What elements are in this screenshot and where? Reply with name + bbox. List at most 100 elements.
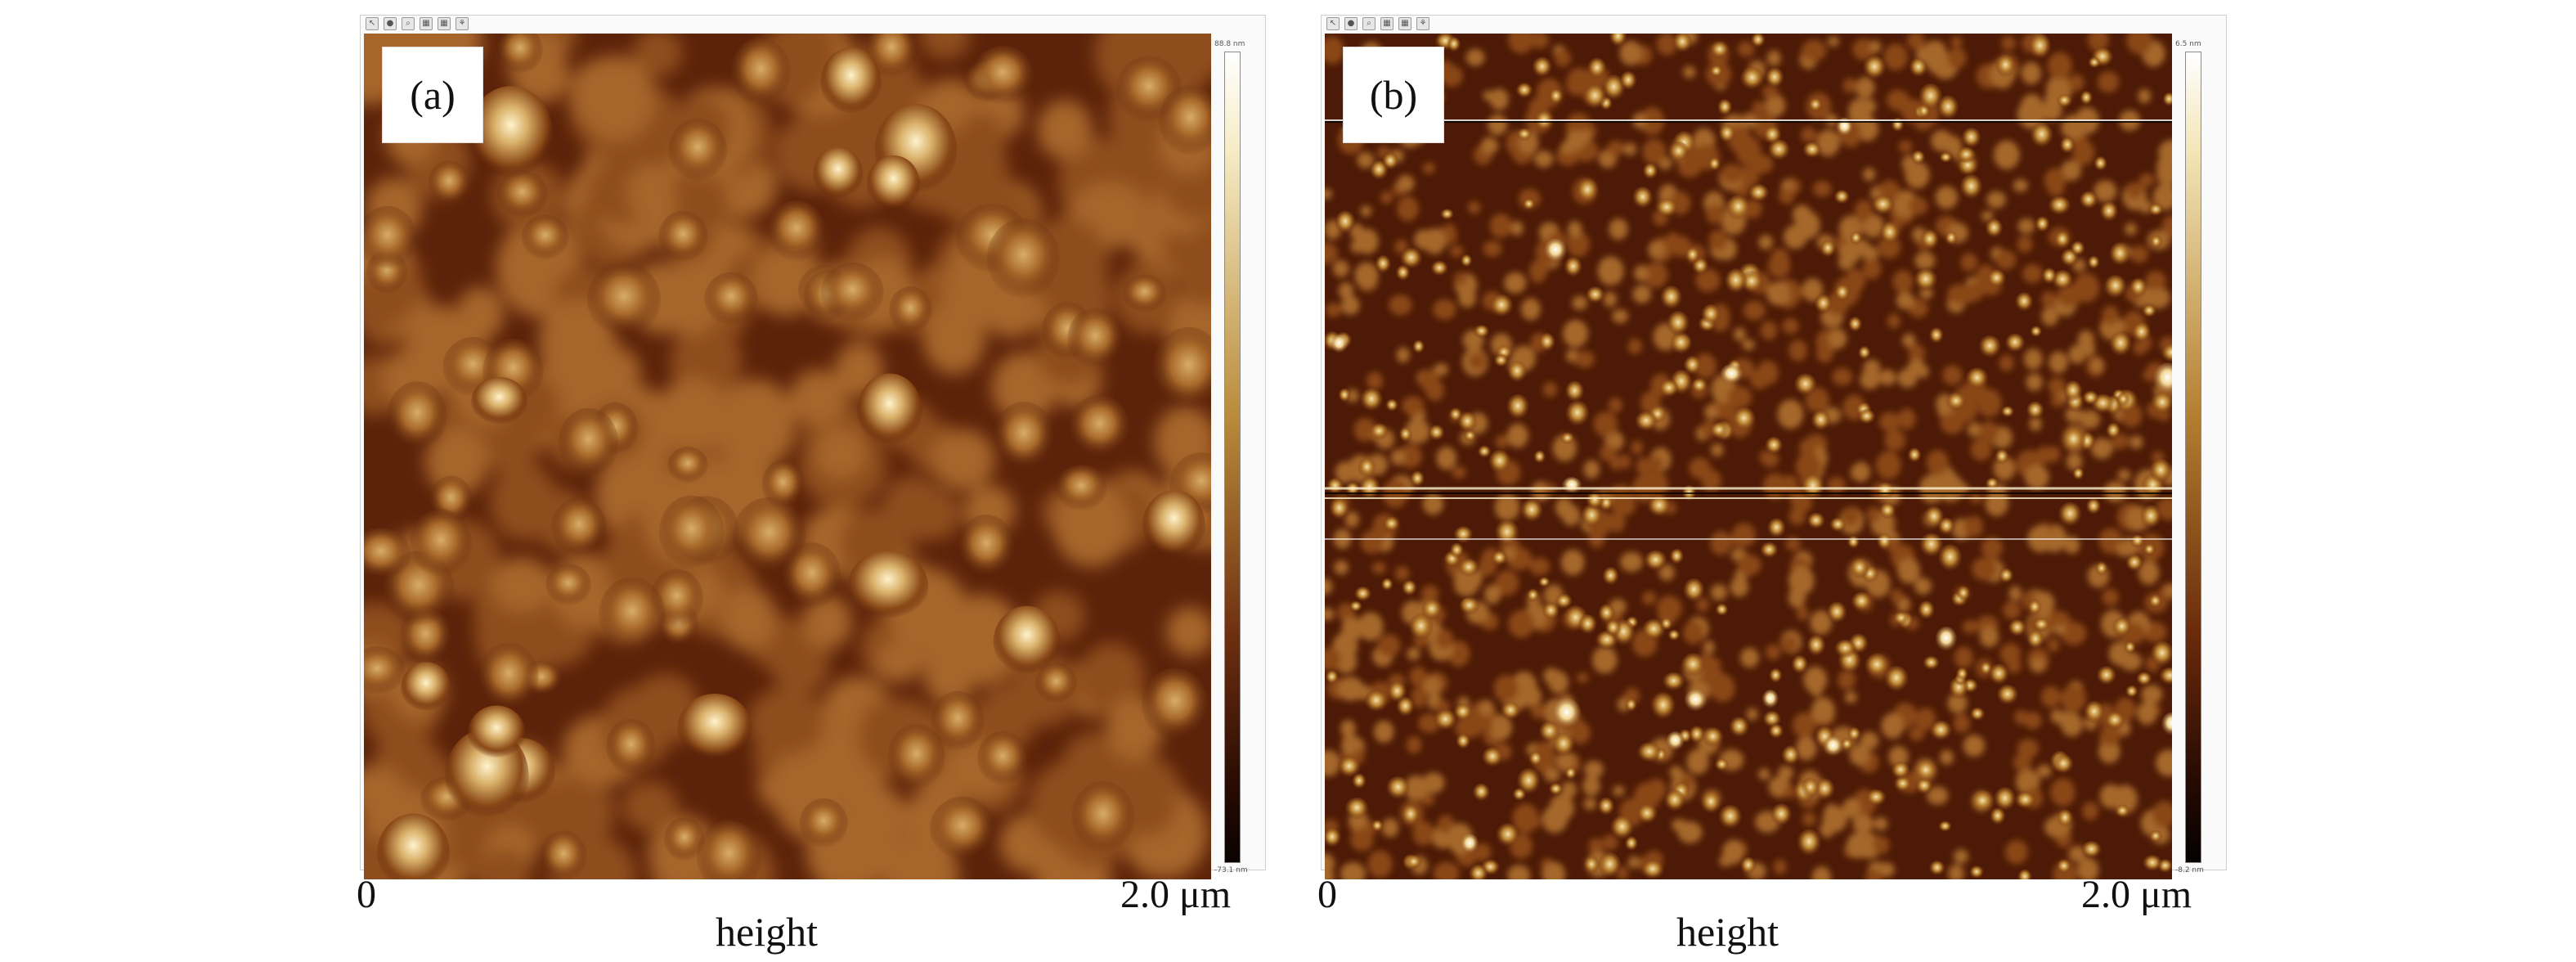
grain <box>1035 663 1077 704</box>
grain <box>2143 368 2156 382</box>
grain <box>1850 558 1869 579</box>
grid-icon[interactable]: ▦ <box>1380 17 1393 30</box>
grain <box>1612 309 1628 324</box>
grain <box>1465 48 1485 66</box>
bright-grain <box>1330 334 1349 354</box>
grain <box>2142 303 2156 318</box>
grain <box>1788 285 1804 299</box>
grain <box>1769 668 1783 684</box>
grain <box>1532 56 1552 79</box>
grain <box>1732 407 1756 432</box>
grain <box>1945 392 1966 411</box>
grain <box>1360 205 1372 217</box>
grid-icon[interactable]: ▦ <box>420 17 433 30</box>
grain <box>1923 655 1940 671</box>
grain <box>1403 775 1429 801</box>
grain <box>2004 333 2026 353</box>
grain <box>2057 809 2073 828</box>
grain <box>1842 78 1856 93</box>
grain <box>1833 190 1850 205</box>
eraser-icon[interactable]: ● <box>1344 17 1358 30</box>
grain <box>1079 643 1145 715</box>
grain <box>2124 641 2136 654</box>
grain <box>1988 663 2009 686</box>
grid-icon[interactable]: ▦ <box>438 17 451 30</box>
grain <box>1560 781 1577 798</box>
grain <box>1929 720 1952 742</box>
grain <box>2140 505 2162 529</box>
grain <box>1878 369 1896 386</box>
eraser-icon[interactable]: ● <box>384 17 397 30</box>
grain <box>1565 130 1586 151</box>
bright-grain <box>401 662 451 714</box>
grain <box>1793 373 1817 397</box>
bright-grain <box>993 605 1061 678</box>
grain <box>2102 588 2119 606</box>
grain <box>1618 454 1631 469</box>
grain <box>1928 327 1944 344</box>
grain <box>1397 196 1419 222</box>
grain <box>1677 821 1703 843</box>
grain <box>1806 635 1826 657</box>
grain <box>1788 339 1807 362</box>
grain <box>1407 647 1420 661</box>
color-scale-min: -8.2 nm <box>2175 866 2204 874</box>
grain <box>1999 568 2014 584</box>
grain <box>491 557 553 613</box>
zoom-icon[interactable]: ⌕ <box>402 17 415 30</box>
grain <box>1683 356 1702 375</box>
tree-icon[interactable]: ⚘ <box>1416 17 1429 30</box>
grain <box>1865 789 1887 807</box>
grain <box>1865 869 1883 879</box>
grain <box>1409 666 1427 687</box>
grain <box>1623 142 1637 156</box>
grain <box>1802 278 1824 302</box>
grain <box>1325 647 1341 672</box>
grain <box>1588 838 1604 855</box>
grain <box>2149 829 2163 843</box>
grain <box>1504 272 1527 294</box>
grain <box>1424 676 1441 695</box>
grain <box>1586 491 1604 510</box>
grain <box>1956 586 1971 602</box>
pointer-icon[interactable]: ↖ <box>1326 17 1340 30</box>
pointer-icon[interactable]: ↖ <box>366 17 379 30</box>
grain <box>1801 473 1825 501</box>
tree-icon[interactable]: ⚘ <box>456 17 469 30</box>
grain <box>551 497 607 557</box>
grain <box>1681 653 1706 678</box>
grain <box>658 495 725 569</box>
bright-grain <box>1761 690 1779 709</box>
grain <box>2126 34 2153 55</box>
grain <box>1718 124 1736 144</box>
grain <box>1583 460 1600 479</box>
grain <box>767 200 826 262</box>
grain <box>1892 611 1910 626</box>
grain <box>1914 759 1938 783</box>
bright-grain <box>2161 712 2172 736</box>
grain <box>1816 344 1833 363</box>
grain <box>2129 277 2147 298</box>
grain <box>2056 859 2071 874</box>
grain <box>1352 773 1367 790</box>
grain <box>1985 218 2004 239</box>
height-map-svg <box>364 34 1211 879</box>
grain <box>697 820 761 879</box>
grain <box>782 542 841 610</box>
bright-grain <box>847 550 929 623</box>
grain <box>1718 804 1743 830</box>
grain <box>1538 333 1555 352</box>
grain <box>1428 425 1445 442</box>
grain <box>1643 262 1668 288</box>
grain <box>1563 319 1588 348</box>
grain <box>1598 604 1615 623</box>
grain <box>1467 200 1481 214</box>
grain <box>1914 251 1936 270</box>
grain <box>1411 693 1426 708</box>
grain <box>1338 282 1354 299</box>
grain <box>2090 357 2104 373</box>
grain <box>575 344 641 401</box>
zoom-icon[interactable]: ⌕ <box>1362 17 1376 30</box>
grain <box>958 113 1006 166</box>
grid-icon[interactable]: ▦ <box>1398 17 1411 30</box>
